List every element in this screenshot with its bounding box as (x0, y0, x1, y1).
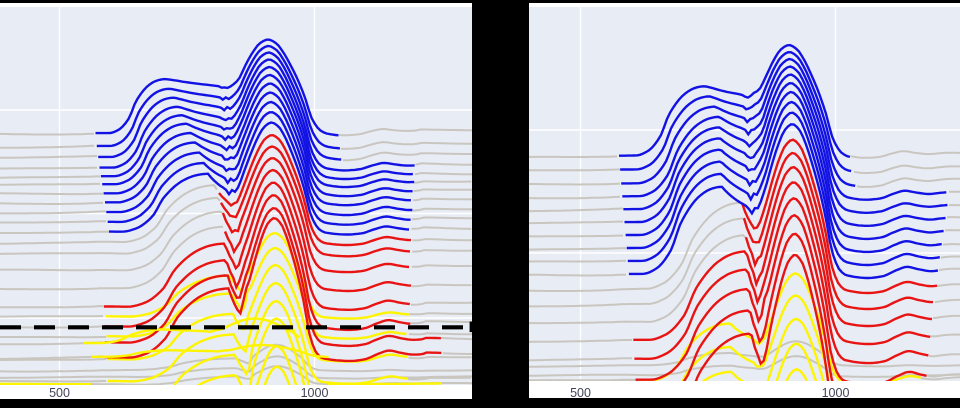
svg-text:1000: 1000 (301, 386, 329, 400)
svg-text:500: 500 (570, 386, 591, 400)
svg-text:500: 500 (49, 386, 70, 400)
svg-text:1000: 1000 (822, 386, 850, 400)
